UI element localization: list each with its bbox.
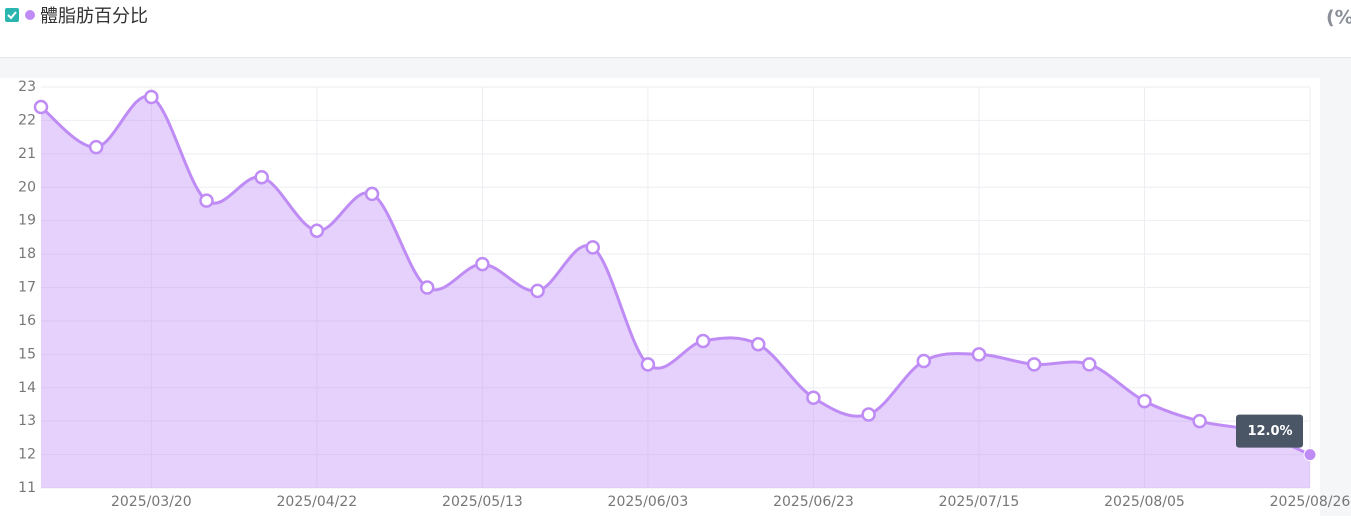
- point: [309, 223, 325, 238]
- tooltip: [1236, 414, 1303, 448]
- point: [1303, 448, 1317, 462]
- x-tick-label: 2025/06/03: [608, 494, 689, 510]
- legend-dot: [25, 10, 35, 20]
- line: [40, 94, 1311, 456]
- y-tick-label: 16: [18, 313, 36, 329]
- point: [1192, 413, 1207, 429]
- area-fill: [41, 96, 1310, 488]
- point: [144, 89, 159, 105]
- y-tick-label: 12: [18, 447, 36, 463]
- point: [861, 407, 876, 422]
- point: [695, 333, 711, 349]
- x-tick-label: 2025/03/20: [111, 494, 192, 510]
- point: [254, 169, 269, 185]
- point: [530, 283, 545, 299]
- legend-label[interactable]: 體脂肪百分比: [40, 6, 148, 27]
- unit-label: (%): [1326, 7, 1351, 29]
- point: [640, 357, 656, 372]
- y-tick-label: 15: [18, 346, 36, 362]
- point: [751, 337, 766, 352]
- x-tick-label: 2025/07/15: [939, 494, 1020, 510]
- y-tick-label: 20: [18, 179, 36, 195]
- tooltip-label: 12.0%: [1247, 424, 1292, 439]
- y-tick-label: 13: [18, 413, 36, 429]
- y-tick-label: 19: [18, 213, 36, 229]
- point: [1137, 393, 1152, 409]
- y-tick-label: 14: [18, 380, 36, 396]
- x-tick-label: 2025/08/05: [1104, 494, 1185, 510]
- check-mark: [7, 11, 17, 20]
- toolbar-band: [0, 57, 1351, 78]
- y-tick-label: 11: [18, 480, 36, 496]
- x-tick-label: 2025/08/26: [1270, 494, 1351, 510]
- y-tick-label: 22: [18, 112, 36, 128]
- point: [419, 280, 435, 295]
- x-tick-label: 2025/04/22: [277, 494, 358, 510]
- point: [916, 353, 932, 369]
- x-tick-label: 2025/05/13: [442, 494, 523, 510]
- point: [971, 347, 987, 362]
- x-tick-label: 2025/06/23: [773, 494, 854, 510]
- point: [1026, 357, 1042, 372]
- y-tick-label: 18: [18, 246, 36, 262]
- side-band: [1320, 78, 1351, 516]
- point: [33, 99, 49, 115]
- y-tick-label: 21: [18, 146, 36, 162]
- point: [1082, 357, 1097, 372]
- point: [199, 193, 214, 208]
- point: [585, 240, 600, 255]
- legend-checkbox[interactable]: [5, 8, 19, 22]
- point: [88, 139, 104, 155]
- point: [364, 186, 380, 202]
- point: [475, 256, 490, 272]
- point: [806, 390, 821, 406]
- y-tick-label: 23: [18, 79, 36, 95]
- y-tick-label: 17: [18, 280, 36, 296]
